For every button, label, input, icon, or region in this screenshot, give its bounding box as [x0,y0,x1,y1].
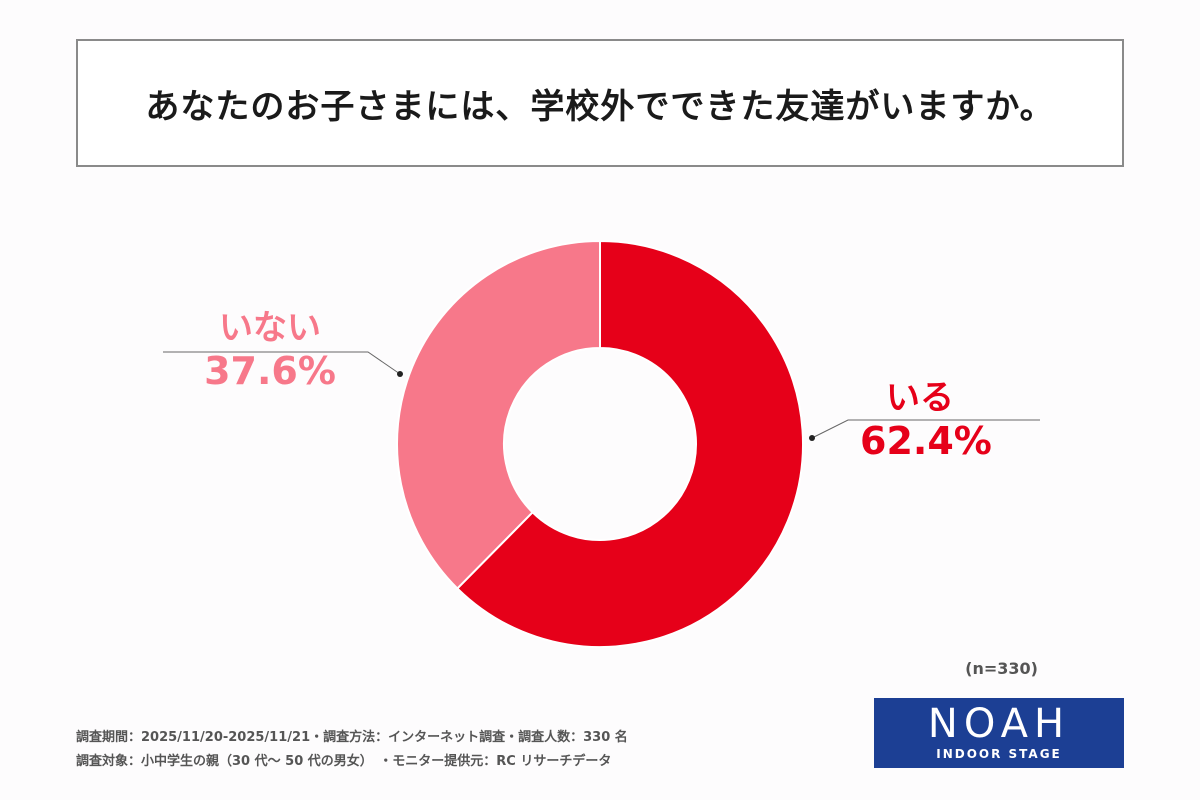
chart-title: あなたのお子さまには、学校外でできた友達がいますか。 [145,86,1055,127]
donut-slice-1 [455,239,804,648]
footer-line-2: 調査対象：小中学生の親（30 代〜 50 代の男女） ・モニター提供元：RC リ… [76,754,612,769]
leader-line-inai [163,351,401,375]
value-label: 62.4% [860,419,992,463]
category-label: いない [219,308,321,348]
donut-slice-2 [396,239,601,590]
leader-line-inai-dot [397,371,403,377]
noah-logo: NOAH INDOOR STAGE [874,698,1124,768]
title-box: あなたのお子さまには、学校外でできた友達がいますか。 [76,39,1124,167]
label-inai: いない 37.6% [200,300,340,393]
category-label: いる [886,378,954,418]
value-label: 37.6% [204,349,336,393]
leader-line-iru [811,419,1040,439]
leader-line-iru-dot [809,435,815,441]
label-iru: いる 62.4% [860,370,992,463]
logo-subtitle: INDOOR STAGE [936,747,1062,761]
logo-name: NOAH [927,701,1071,747]
sample-size: (n=330) [965,659,1038,678]
footer-line-1: 調査期間：2025/11/20-2025/11/21・調査方法：インターネット調… [76,730,628,745]
